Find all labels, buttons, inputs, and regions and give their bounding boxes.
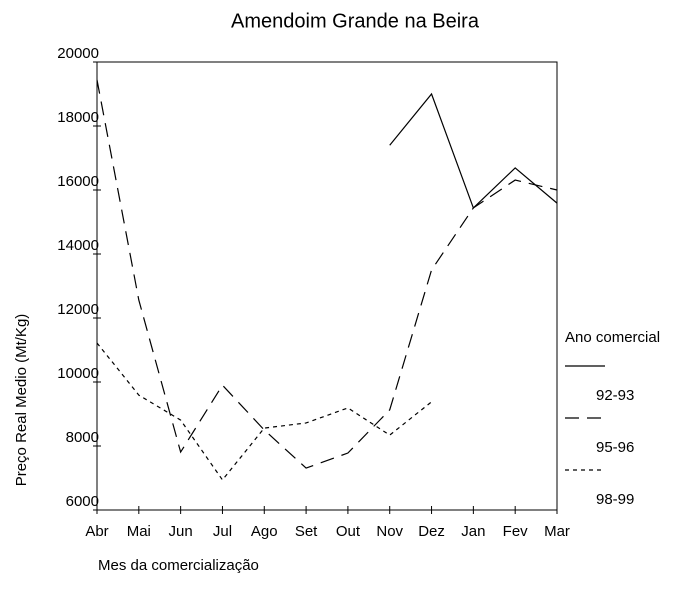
x-tick-label: Fev: [503, 523, 529, 540]
legend-label: 98-99: [596, 491, 634, 508]
x-tick-label: Mai: [127, 523, 151, 540]
series-line: [96, 79, 558, 469]
x-tick-label: Mar: [544, 523, 570, 540]
y-axis-label: Preço Real Medio (Mt/Kg): [13, 314, 30, 487]
x-tick-label: Jun: [169, 523, 193, 540]
x-tick-label: Set: [295, 523, 318, 540]
y-tick-label: 6000: [66, 493, 99, 510]
y-tick-label: 8000: [66, 429, 99, 446]
series-line: [96, 342, 432, 481]
plot-frame: [96, 61, 558, 511]
legend-label: 95-96: [596, 439, 634, 456]
y-tick-label: 16000: [57, 173, 99, 190]
y-tick-label: 18000: [57, 109, 99, 126]
legend-label: 92-93: [596, 387, 634, 404]
x-tick-label: Abr: [85, 523, 108, 540]
x-tick-label: Jan: [461, 523, 485, 540]
chart-title: Amendoim Grande na Beira: [231, 10, 480, 32]
y-tick-label: 12000: [57, 301, 99, 318]
legend-title: Ano comercial: [565, 329, 660, 346]
x-tick-label: Ago: [251, 523, 278, 540]
x-tick-label: Nov: [376, 523, 403, 540]
x-tick-label: Jul: [213, 523, 232, 540]
x-axis-label: Mes da comercialização: [98, 557, 259, 574]
series-line: [389, 92, 558, 209]
y-tick-label: 20000: [57, 45, 99, 62]
x-tick-label: Out: [336, 523, 361, 540]
x-tick-label: Dez: [418, 523, 445, 540]
y-tick-label: 10000: [57, 365, 99, 382]
y-tick-label: 14000: [57, 237, 99, 254]
